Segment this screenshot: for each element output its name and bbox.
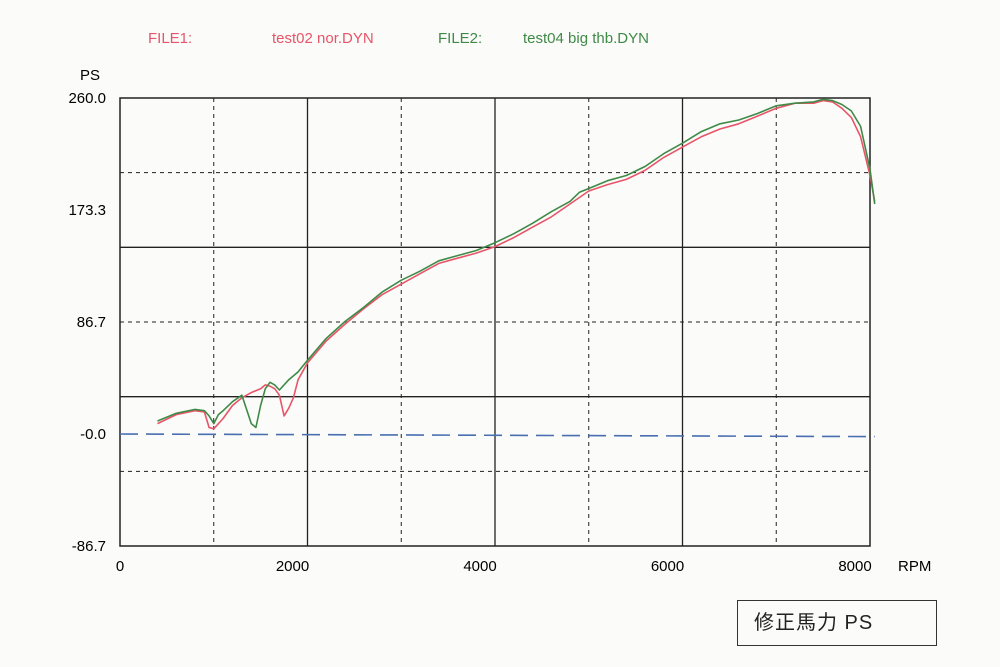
y-tick-label: -0.0 bbox=[80, 426, 106, 443]
zero-baseline bbox=[119, 433, 875, 438]
x-tick-label: 8000 bbox=[838, 558, 871, 575]
x-tick-label: 2000 bbox=[276, 558, 309, 575]
y-tick-label: 173.3 bbox=[68, 202, 106, 219]
x-axis-label: RPM bbox=[898, 558, 931, 575]
legend-file2-label: FILE2: bbox=[438, 30, 483, 47]
x-tick-label: 4000 bbox=[463, 558, 496, 575]
legend-file1-label: FILE1: bbox=[148, 30, 193, 47]
y-axis-label: PS bbox=[80, 67, 100, 84]
unit-box: 修正馬力 PS bbox=[737, 600, 937, 646]
chart-grid bbox=[119, 97, 871, 547]
series-line-file2 bbox=[157, 98, 876, 429]
series-line-file1 bbox=[157, 99, 876, 430]
x-tick-label: 0 bbox=[116, 558, 124, 575]
chart-tick-labels: 0 2000 4000 6000 8000 -86.7 -0.0 86.7 173.3 260.0 bbox=[68, 90, 871, 575]
x-tick-label: 6000 bbox=[651, 558, 684, 575]
legend-file2-name: test04 big thb.DYN bbox=[523, 30, 649, 47]
legend-file1-name: test02 nor.DYN bbox=[272, 30, 374, 47]
y-tick-label: 86.7 bbox=[77, 314, 106, 331]
y-tick-label: -86.7 bbox=[72, 538, 106, 555]
chart-series bbox=[119, 98, 876, 438]
y-tick-label: 260.0 bbox=[68, 90, 106, 107]
